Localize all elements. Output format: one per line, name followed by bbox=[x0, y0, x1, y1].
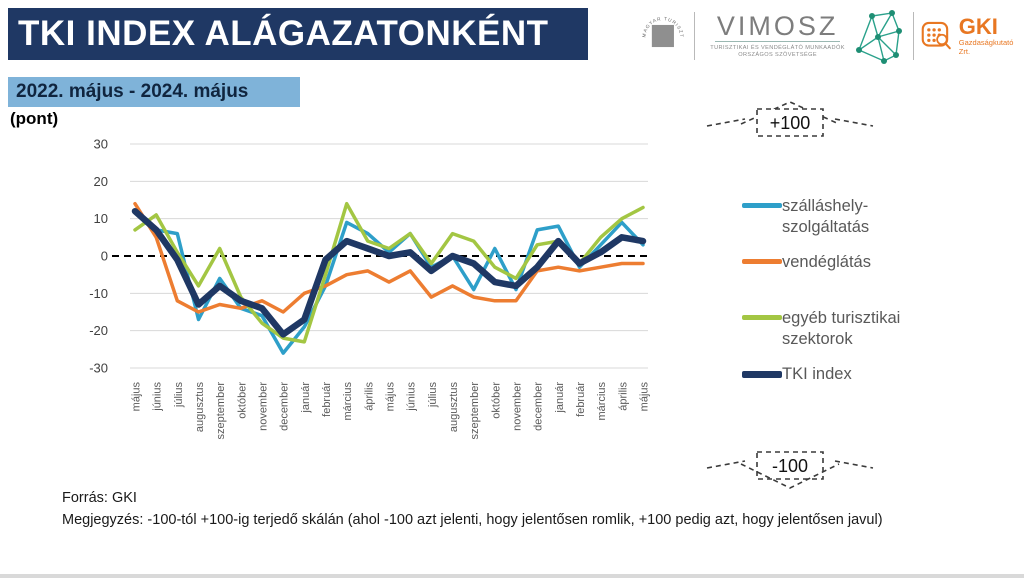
svg-text:április: április bbox=[617, 382, 629, 411]
vimosz-network-icon bbox=[855, 10, 902, 64]
svg-text:-30: -30 bbox=[89, 361, 108, 376]
svg-text:október: október bbox=[236, 382, 248, 419]
minus100-annotation: -100 bbox=[706, 451, 874, 489]
svg-text:30: 30 bbox=[94, 137, 108, 152]
svg-text:január: január bbox=[554, 382, 566, 414]
svg-text:június: június bbox=[152, 382, 164, 412]
svg-text:július: július bbox=[427, 382, 439, 409]
gki-subtitle: Gazdaságkutató Zrt. bbox=[958, 37, 1014, 56]
legend-item-egyeb: egyéb turisztikai szektorok bbox=[742, 308, 932, 350]
svg-text:november: november bbox=[258, 382, 270, 431]
minus100-label: -100 bbox=[772, 456, 808, 476]
svg-text:február: február bbox=[321, 382, 333, 417]
note-label: Megjegyzés: -100-tól +100-ig terjedő ská… bbox=[62, 512, 883, 528]
svg-text:-10: -10 bbox=[89, 286, 108, 301]
plus100-label: +100 bbox=[770, 113, 811, 133]
line-chart: -30 -20 -10 0 10 20 30 május június július auguszt… bbox=[55, 122, 670, 474]
svg-text:május: május bbox=[131, 382, 143, 412]
svg-text:március: március bbox=[342, 382, 354, 421]
svg-text:augusztus: augusztus bbox=[448, 382, 460, 433]
legend-label-tki: TKI index bbox=[782, 365, 852, 383]
svg-text:június: június bbox=[406, 382, 418, 412]
legend-item-tki: TKI index bbox=[742, 364, 952, 385]
vimosz-subtitle: TURISZTIKAI ÉS VENDÉGLÁTÓ MUNKAADÓK ORSZ… bbox=[710, 45, 845, 58]
svg-text:szeptember: szeptember bbox=[469, 382, 481, 440]
legend-swatch-egyeb bbox=[742, 315, 782, 320]
svg-text:február: február bbox=[575, 382, 587, 417]
svg-text:szeptember: szeptember bbox=[215, 382, 227, 440]
gki-logo: GKI Gazdaságkutató Zrt. bbox=[921, 13, 1018, 56]
plus100-annotation: +100 bbox=[706, 101, 874, 137]
logo-separator bbox=[693, 12, 695, 60]
svg-text:-20: -20 bbox=[89, 323, 108, 338]
date-range-label: 2022. május - 2024. május bbox=[16, 81, 249, 102]
legend-swatch-tki bbox=[742, 371, 782, 378]
svg-text:december: december bbox=[533, 382, 545, 431]
svg-text:10: 10 bbox=[94, 211, 108, 226]
svg-text:május: május bbox=[385, 382, 397, 412]
logo-row: MAGYAR TURISZTIKAI SZÖVETSÉG VIMOSZ TURI… bbox=[640, 6, 1018, 66]
page-title: TKI INDEX ALÁGAZATONKÉNT bbox=[18, 14, 549, 53]
vimosz-wordmark: VIMOSZ bbox=[714, 11, 841, 42]
header-bar: TKI INDEX ALÁGAZATONKÉNT bbox=[8, 8, 588, 60]
legend-label-egyeb: egyéb turisztikai szektorok bbox=[782, 309, 901, 348]
legend-swatch-szallashely bbox=[742, 203, 782, 208]
legend-item-szallashely: szálláshely-szolgáltatás bbox=[742, 196, 952, 238]
gki-wordmark: GKI bbox=[958, 13, 998, 39]
svg-text:november: november bbox=[512, 382, 524, 431]
svg-text:április: április bbox=[363, 382, 375, 411]
legend-item-vendeglatas: vendéglátás bbox=[742, 252, 952, 273]
svg-text:január: január bbox=[300, 382, 312, 414]
footer: Forrás: GKI Megjegyzés: -100-tól +100-ig… bbox=[62, 487, 992, 531]
gki-dots-magnifier-icon bbox=[922, 21, 952, 50]
legend-label-vendeglatas: vendéglátás bbox=[782, 253, 871, 271]
subtitle-bar: 2022. május - 2024. május bbox=[8, 77, 300, 107]
svg-text:október: október bbox=[490, 382, 502, 419]
svg-text:0: 0 bbox=[101, 249, 108, 264]
svg-text:augusztus: augusztus bbox=[194, 382, 206, 433]
logo-separator bbox=[912, 12, 914, 60]
svg-text:december: december bbox=[279, 382, 291, 431]
svg-text:20: 20 bbox=[94, 174, 108, 189]
mtsz-logo: MAGYAR TURISZTIKAI SZÖVETSÉG bbox=[640, 8, 683, 48]
unit-label: (pont) bbox=[10, 109, 59, 128]
legend-swatch-vendeglatas bbox=[742, 259, 782, 264]
svg-text:július: július bbox=[173, 382, 185, 409]
vimosz-logo: VIMOSZ TURISZTIKAI ÉS VENDÉGLÁTÓ MUNKAAD… bbox=[703, 8, 905, 64]
mtsz-square-icon bbox=[651, 24, 674, 48]
svg-text:május: május bbox=[639, 382, 651, 412]
legend-label-szallashely: szálláshely-szolgáltatás bbox=[782, 197, 870, 236]
svg-text:március: március bbox=[596, 382, 608, 421]
source-label: Forrás: GKI bbox=[62, 490, 137, 506]
slide-bottom-edge bbox=[0, 574, 1024, 578]
